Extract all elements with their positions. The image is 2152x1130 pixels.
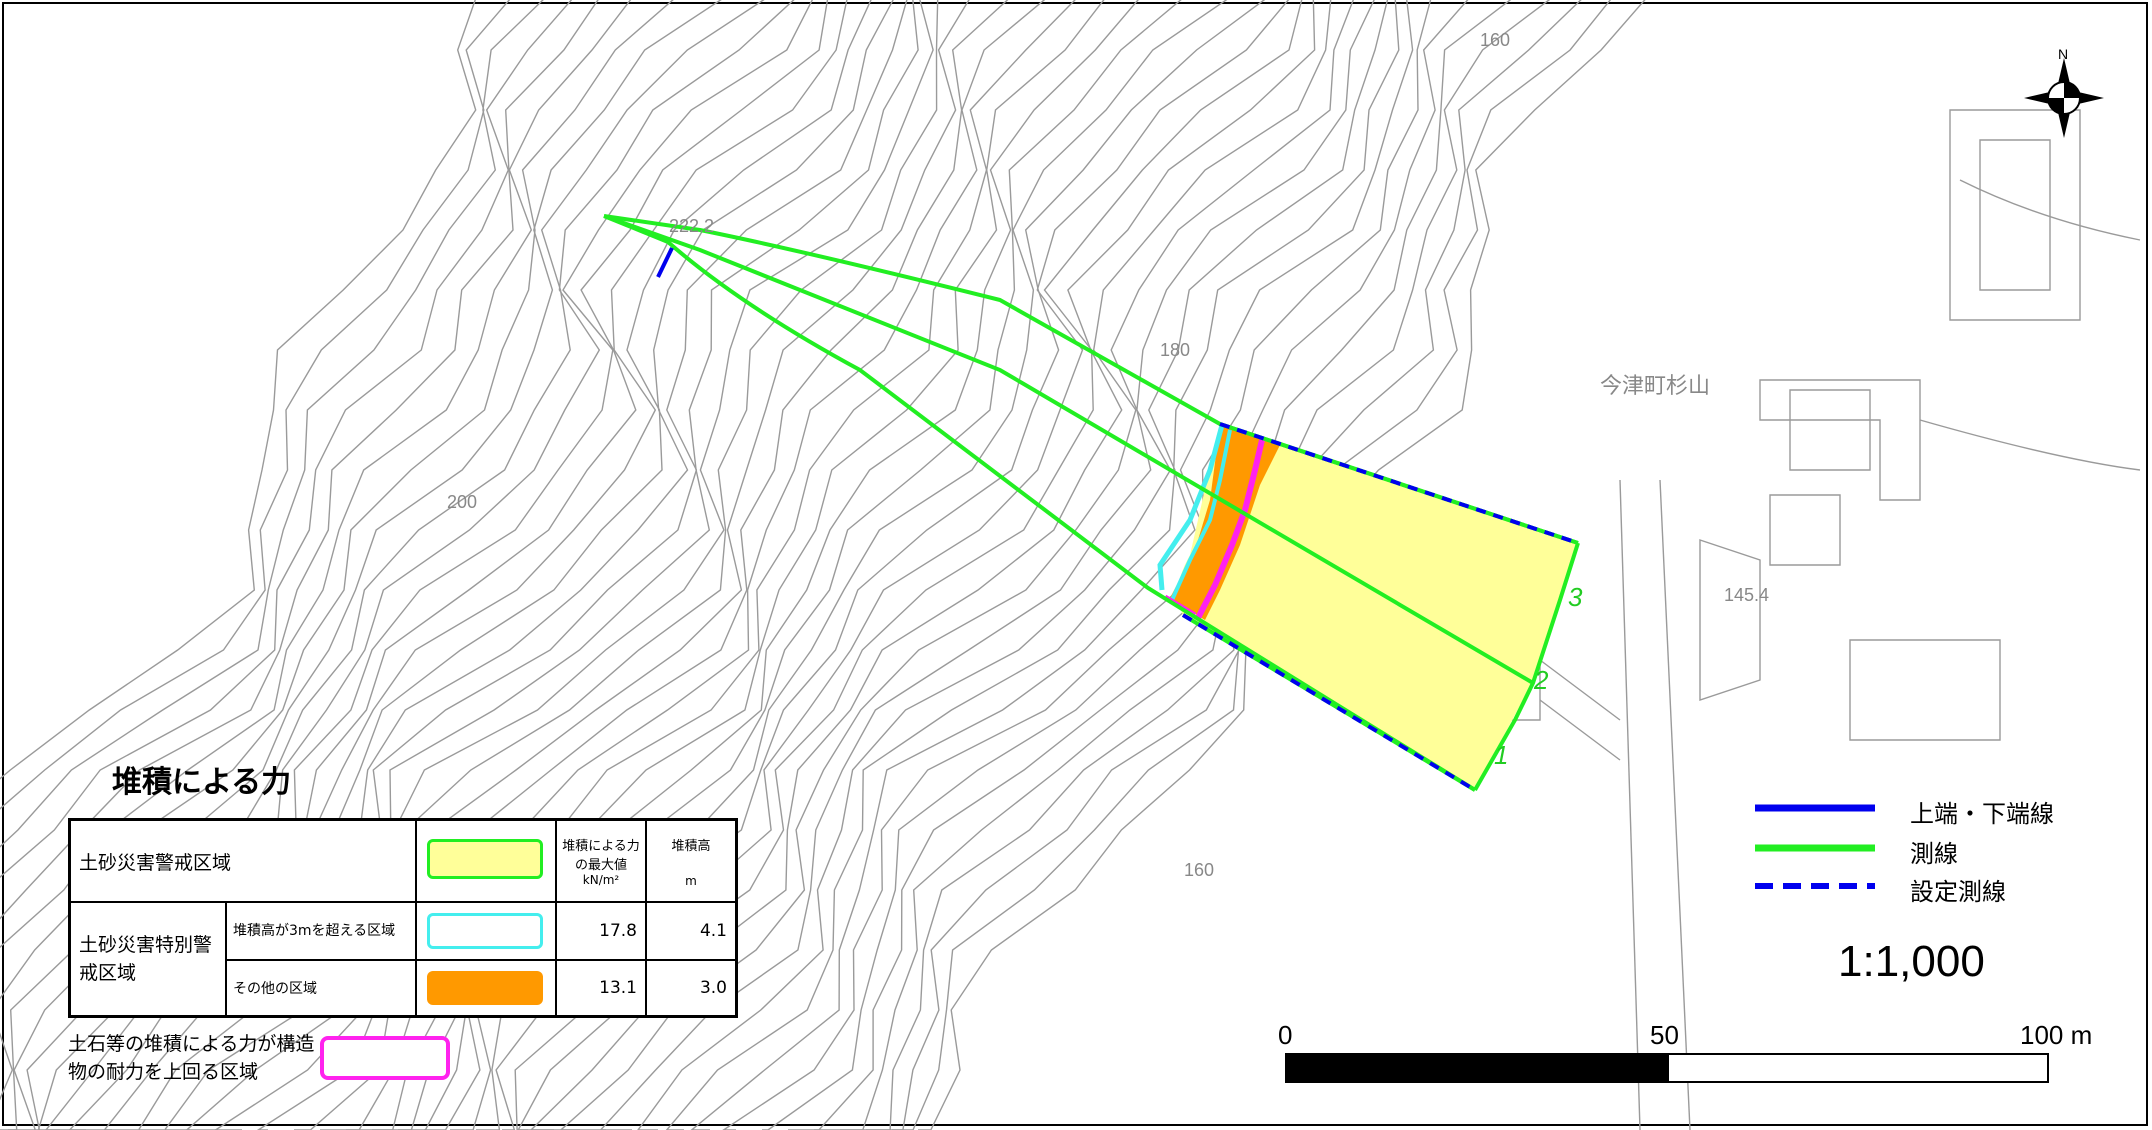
special-zone-label: 土砂災害特別警戒区域 bbox=[70, 902, 226, 1016]
row-other-height: 3.0 bbox=[646, 960, 736, 1016]
structure-zone-swatch bbox=[320, 1036, 450, 1080]
scale-bar bbox=[1285, 1053, 2049, 1083]
contour-line bbox=[0, 0, 544, 848]
line-legend-set-survey-label: 設定測線 bbox=[1910, 878, 2006, 906]
line-legend-survey-label: 測線 bbox=[1910, 840, 1958, 868]
header-force-unit: kN/m² bbox=[582, 873, 620, 887]
spot-height-right: 145.4 bbox=[1724, 585, 1770, 605]
line-legend-set-survey: 設定測線 bbox=[1750, 872, 2080, 906]
contour-line bbox=[0, 0, 674, 1101]
contour-label-160-top: 160 bbox=[1480, 30, 1511, 50]
line-legend-upper-lower-label: 上端・下端線 bbox=[1910, 800, 2054, 828]
scale-tick-0: 0 bbox=[1278, 1020, 1293, 1050]
survey-line-number-2: 2 bbox=[1534, 665, 1549, 695]
legend-title: 堆積による力 bbox=[112, 765, 292, 800]
north-arrow-icon bbox=[2024, 58, 2104, 138]
contour-line bbox=[0, 0, 573, 879]
header-height: 堆積高 bbox=[671, 838, 711, 854]
row-over3m-swatch-cell bbox=[416, 902, 556, 960]
warning-zone-swatch-cell bbox=[416, 820, 556, 902]
special-zone-over3m-line-2 bbox=[1170, 429, 1232, 601]
contour-line bbox=[0, 0, 722, 1130]
row-over3m-force: 17.8 bbox=[556, 902, 646, 960]
warning-zone-label: 土砂災害警戒区域 bbox=[70, 820, 416, 902]
contour-line bbox=[690, 0, 1400, 1130]
contour-label-180: 180 bbox=[1160, 340, 1191, 360]
north-label: N bbox=[2058, 46, 2069, 62]
place-name: 今津町杉山 bbox=[1600, 374, 1711, 399]
row-other-label: その他の区域 bbox=[226, 960, 416, 1016]
survey-line-number-1: 1 bbox=[1494, 740, 1509, 770]
upper-end-line bbox=[656, 247, 674, 278]
special-zone-over3m-line bbox=[1157, 424, 1225, 591]
contour-label-160-bottom: 160 bbox=[1184, 860, 1215, 880]
contour-line bbox=[0, 0, 599, 920]
structure-zone-line bbox=[1195, 439, 1265, 620]
row-other-swatch-cell bbox=[416, 960, 556, 1016]
row-over3m-height: 4.1 bbox=[646, 902, 736, 960]
line-legend-upper-lower: 上端・下端線 bbox=[1750, 794, 2080, 828]
contour-line bbox=[599, 0, 1354, 1130]
contour-line bbox=[0, 0, 632, 948]
contour-line bbox=[0, 0, 511, 810]
building-outlines bbox=[1419, 109, 2141, 1130]
scale-tick-50: 50 bbox=[1650, 1020, 1679, 1050]
scale-ratio: 1:1,000 bbox=[1838, 937, 1985, 986]
contour-label-200: 200 bbox=[447, 492, 478, 512]
header-height-unit: m bbox=[685, 873, 697, 888]
line-legend-survey: 測線 bbox=[1750, 834, 2080, 868]
survey-line-number-3: 3 bbox=[1568, 582, 1583, 612]
survey-lines bbox=[603, 214, 1580, 792]
header-force: 堆積による力の最大値 bbox=[562, 839, 640, 873]
line-legend-graphics bbox=[1755, 804, 1875, 889]
structure-zone-label: 土石等の堆積による力が構造物の耐力を上回る区域 bbox=[68, 1033, 315, 1083]
other-swatch bbox=[427, 971, 543, 1005]
legend-table: 土砂災害警戒区域 堆積による力の最大値 kN/m² 堆積高 m 土砂災害特別警戒… bbox=[68, 818, 738, 1018]
warning-zone-area bbox=[1177, 423, 1578, 790]
contour-line bbox=[0, 0, 477, 780]
warning-zone-swatch bbox=[427, 839, 543, 879]
header-height-cell: 堆積高 m bbox=[646, 820, 736, 902]
spot-height-top: 222.2 bbox=[669, 216, 715, 236]
row-other-force: 13.1 bbox=[556, 960, 646, 1016]
line-legend: 上端・下端線 測線 設定測線 bbox=[1750, 790, 2080, 906]
row-over3m-label: 堆積高が3mを超える区域 bbox=[226, 902, 416, 960]
contour-line bbox=[665, 0, 1389, 1130]
set-survey-lines bbox=[1181, 422, 1579, 792]
scale-tick-100: 100 m bbox=[2020, 1020, 2093, 1050]
header-force-cell: 堆積による力の最大値 kN/m² bbox=[556, 820, 646, 902]
over3m-swatch bbox=[427, 913, 543, 949]
